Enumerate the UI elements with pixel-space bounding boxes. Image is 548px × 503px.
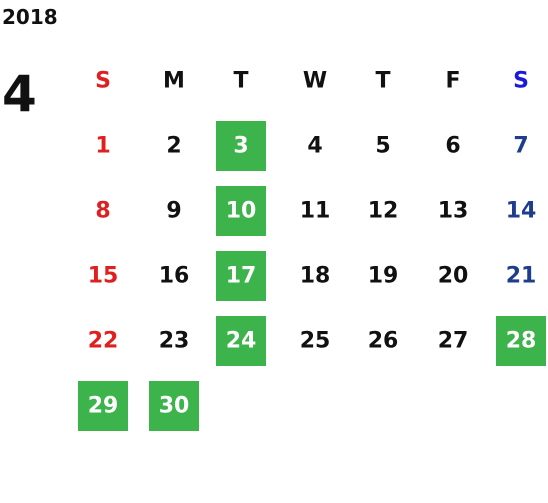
day-number: 9 (166, 199, 181, 224)
day-number: 23 (159, 329, 190, 354)
highlight-box (78, 381, 128, 431)
day-number: 2 (166, 134, 181, 159)
day-number: 20 (438, 264, 469, 289)
highlight-box (216, 121, 266, 171)
day-number: 15 (88, 264, 119, 289)
month: 4 (2, 65, 37, 123)
day-number: 13 (438, 199, 469, 224)
weekday-label: W (303, 69, 327, 94)
day-number: 19 (368, 264, 399, 289)
day-number: 12 (368, 199, 399, 224)
weekday-label: T (233, 69, 248, 94)
day-number: 8 (95, 199, 110, 224)
day-number: 25 (300, 329, 331, 354)
weekday-label: T (375, 69, 390, 94)
highlight-box (216, 316, 266, 366)
highlight-box (496, 316, 546, 366)
day-number: 5 (375, 134, 390, 159)
day-number: 26 (368, 329, 399, 354)
highlight-box (149, 381, 199, 431)
day-number: 3 (233, 134, 248, 159)
day-number: 10 (226, 199, 257, 224)
day-number: 24 (226, 329, 257, 354)
weekday-label: F (445, 69, 460, 94)
day-number: 27 (438, 329, 469, 354)
day-number: 1 (95, 134, 110, 159)
day-number: 29 (88, 394, 119, 419)
day-number: 7 (513, 134, 528, 159)
day-number: 17 (226, 264, 257, 289)
weekday-label: S (513, 69, 529, 94)
day-number: 28 (506, 329, 537, 354)
day-number: 30 (159, 394, 190, 419)
weekday-label: M (163, 69, 185, 94)
day-number: 4 (307, 134, 322, 159)
day-number: 16 (159, 264, 190, 289)
year: 2018 (2, 5, 58, 29)
day-number: 21 (506, 264, 537, 289)
day-number: 14 (506, 199, 537, 224)
day-number: 22 (88, 329, 119, 354)
day-number: 6 (445, 134, 460, 159)
highlight-box (216, 251, 266, 301)
day-number: 11 (300, 199, 331, 224)
weekday-label: S (95, 69, 111, 94)
highlight-box (216, 186, 266, 236)
day-number: 18 (300, 264, 331, 289)
